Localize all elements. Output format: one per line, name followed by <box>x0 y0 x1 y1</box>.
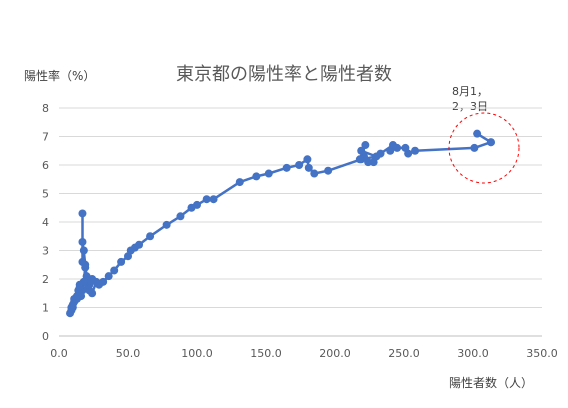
data-point <box>75 283 84 292</box>
y-tick-label: 1 <box>42 302 49 315</box>
data-point <box>81 263 90 272</box>
data-point <box>470 143 479 152</box>
data-point <box>78 209 87 218</box>
data-point <box>361 141 370 150</box>
chart-title: 東京都の陽性率と陽性者数 <box>176 64 392 85</box>
data-point <box>304 163 313 172</box>
annotation-label: 8月1， 2，3日 <box>452 85 488 113</box>
data-point <box>79 277 88 286</box>
data-point <box>176 212 185 221</box>
data-point <box>104 272 113 281</box>
x-tick-label: 200.0 <box>319 347 351 360</box>
data-point <box>282 163 291 172</box>
data-point <box>72 294 81 303</box>
data-point <box>146 232 155 241</box>
x-axis-label: 陽性者数（人） <box>449 376 534 390</box>
x-tick-label: 300.0 <box>457 347 489 360</box>
x-tick-label: 100.0 <box>181 347 213 360</box>
y-tick-labels: 0 1 2 3 4 5 6 7 8 <box>42 102 49 343</box>
data-point <box>209 195 218 204</box>
y-tick-label: 3 <box>42 245 49 258</box>
series-group <box>66 129 495 318</box>
data-point <box>187 203 196 212</box>
data-point <box>324 166 333 175</box>
data-point <box>486 138 495 147</box>
data-point <box>357 155 366 164</box>
data-point <box>252 172 261 181</box>
data-point <box>202 195 211 204</box>
data-point <box>78 237 87 246</box>
y-tick-label: 2 <box>42 273 49 286</box>
x-tick-label: 0.0 <box>50 347 68 360</box>
data-point <box>401 143 410 152</box>
data-point <box>357 146 366 155</box>
data-point <box>162 220 171 229</box>
data-point <box>295 161 304 169</box>
data-point <box>364 158 373 167</box>
gridlines <box>59 107 542 337</box>
x-tick-labels: 0.0 50.0 100.0 150.0 200.0 250.0 300.0 350.0 <box>50 347 558 360</box>
data-point <box>303 155 312 164</box>
annotation-group <box>448 112 520 184</box>
y-tick-label: 5 <box>42 188 49 201</box>
y-tick-label: 0 <box>42 330 49 343</box>
y-tick-label: 6 <box>42 159 49 172</box>
x-tick-label: 150.0 <box>250 347 282 360</box>
x-tick-label: 350.0 <box>526 347 558 360</box>
series-line <box>68 132 493 315</box>
data-point <box>473 129 482 138</box>
data-point <box>124 252 132 261</box>
data-point <box>310 169 319 178</box>
data-point <box>110 266 119 275</box>
data-point <box>235 178 244 187</box>
data-point <box>79 246 88 255</box>
data-point <box>117 257 126 266</box>
data-point <box>411 146 420 155</box>
x-tick-label: 50.0 <box>116 347 141 360</box>
annotation-circle <box>448 112 520 184</box>
y-tick-label: 7 <box>42 131 49 144</box>
y-tick-label: 8 <box>42 102 49 115</box>
data-point <box>372 152 381 161</box>
data-point <box>388 141 397 150</box>
data-point <box>264 169 273 178</box>
x-tick-label: 250.0 <box>388 347 420 360</box>
data-point <box>85 286 94 295</box>
y-tick-label: 4 <box>42 216 49 229</box>
y-axis-label: 陽性率（%） <box>24 69 96 83</box>
